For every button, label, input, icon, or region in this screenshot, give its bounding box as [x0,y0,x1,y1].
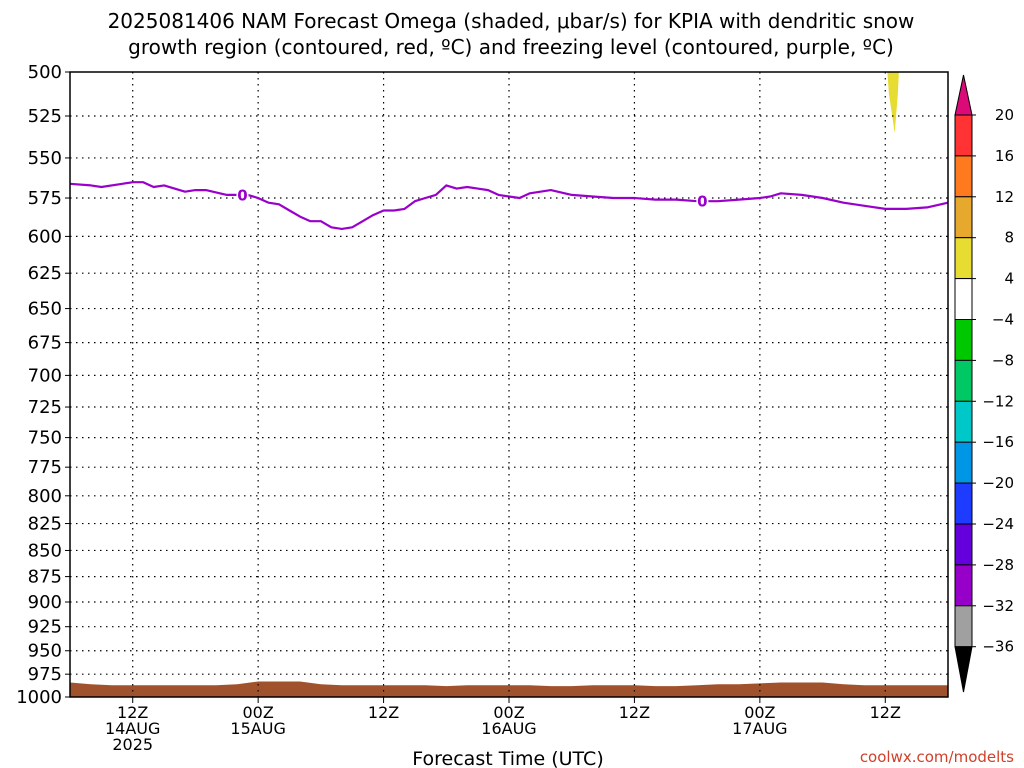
colorbar-label: −20 [982,474,1014,492]
y-tick-label: 500 [28,62,62,83]
colorbar-label: 8 [1004,229,1014,247]
colorbar-label: −32 [982,597,1014,615]
y-tick-label: 850 [28,540,62,561]
colorbar-label: −16 [982,433,1014,451]
colorbar-label: −12 [982,392,1014,410]
y-tick-label: 925 [28,617,62,638]
colorbar-segment [954,237,973,280]
colorbar-label: −36 [982,638,1014,656]
colorbar-segment [954,523,973,566]
x-tick-label: 17AUG [732,719,787,738]
colorbar-segment [954,482,973,525]
colorbar-label: −4 [992,311,1014,329]
colorbar-label: −28 [982,556,1014,574]
colorbar-label: 16 [995,147,1014,165]
y-tick-label: 650 [28,299,62,320]
colorbar-segment [954,605,973,648]
x-tick-label: 12Z [368,703,399,722]
y-tick-label: 725 [28,397,62,418]
x-tick-label: 12Z [117,703,148,722]
colorbar-segment [954,155,973,198]
x-tick-label: 00Z [242,703,273,722]
colorbar-label: 12 [995,188,1014,206]
colorbar-segment [954,359,973,402]
y-tick-label: 675 [28,333,62,354]
x-tick-label: 14AUG [105,719,160,738]
x-tick-label: 12Z [870,703,901,722]
contour-label: 0 [697,193,707,211]
x-axis-label: Forecast Time (UTC) [412,748,603,768]
y-tick-label: 700 [28,365,62,386]
terrain-fill [70,681,948,697]
colorbar-label: 20 [995,106,1014,124]
colorbar-segment [954,564,973,607]
colorbar-bottom-arrow [954,646,973,693]
colorbar-segment [954,114,973,157]
y-tick-label: 875 [28,567,62,588]
credit-text: coolwx.com/modelts [860,748,1014,766]
y-tick-label: 750 [28,428,62,449]
contour-label: 0 [237,186,247,204]
freezing-level-line [69,181,949,230]
y-tick-label: 550 [28,148,62,169]
colorbar-segment [954,196,973,239]
y-axis: 500 525 550 575 600 625 650 675 700 725 750 775 800 8… [16,62,70,708]
chart-title-line1: 2025081406 NAM Forecast Omega (shaded, μ… [108,9,915,33]
x-tick-label: 12Z [619,703,650,722]
chart-title-line2: growth region (contoured, red, ºC) and f… [128,35,894,59]
colorbar-label: 4 [1004,270,1014,288]
x-tick-label: 16AUG [481,719,536,738]
y-tick-label: 600 [28,226,62,247]
colorbar-segment [954,400,973,443]
y-tick-label: 800 [28,486,62,507]
y-tick-label: 625 [28,263,62,284]
omega-shading-positive [887,72,899,134]
x-tick-label: 00Z [493,703,524,722]
colorbar-segment [954,278,973,321]
colorbar-label: −8 [992,351,1014,369]
colorbar-label: −24 [982,515,1014,533]
colorbar-segment [954,319,973,361]
colorbar-top-arrow [954,74,973,116]
y-tick-label: 575 [28,188,62,209]
x-tick-label: 00Z [744,703,775,722]
x-tick-label: 2025 [112,735,153,754]
y-tick-label: 825 [28,514,62,535]
y-tick-label: 900 [28,592,62,613]
contour-label-bg [696,193,709,210]
colorbar-legend: 20 16 12 8 4 −4 −8 −12 −16 −20 −24 −28 −32 −36 [954,74,1014,693]
y-tick-label: 775 [28,457,62,478]
y-tick-label: 975 [28,664,62,685]
x-tick-label: 15AUG [230,719,285,738]
contour-label-bg [236,186,249,203]
y-tick-label: 950 [28,641,62,662]
y-tick-label: 1000 [16,687,62,708]
colorbar-segment [954,441,973,484]
y-tick-label: 525 [28,106,62,127]
